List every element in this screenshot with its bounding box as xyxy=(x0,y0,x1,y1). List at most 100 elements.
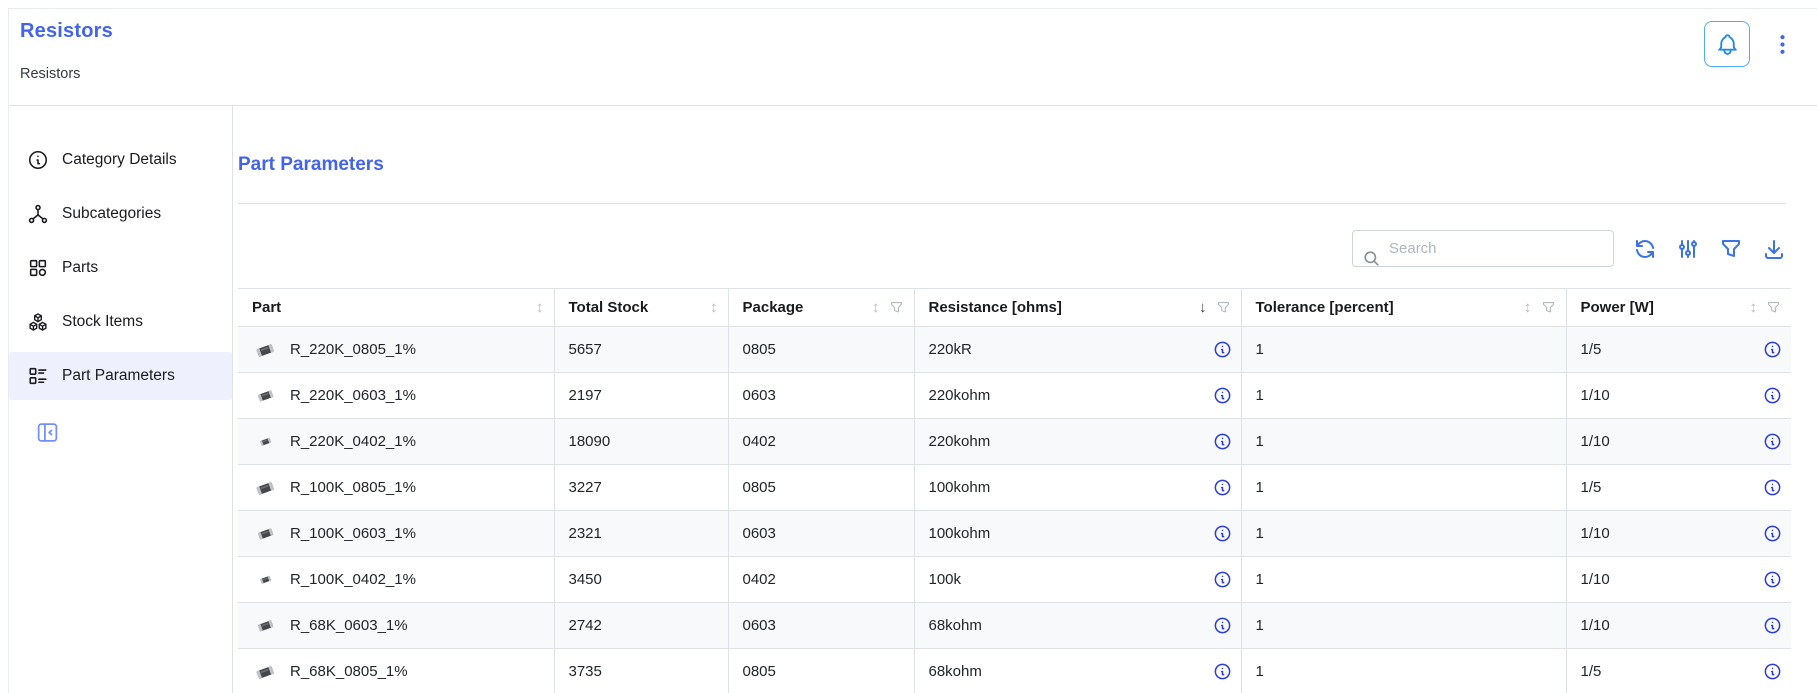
sort-icon[interactable]: ↕ xyxy=(1749,299,1758,316)
table-row[interactable]: R_220K_0402_1% 18090 0402 220kohm 1 1/10 xyxy=(238,418,1791,465)
total-stock-value: 3735 xyxy=(568,663,602,680)
header-actions xyxy=(1704,21,1795,67)
table-row[interactable]: R_220K_0805_1% 5657 0805 220kR 1 1/5 xyxy=(238,326,1791,373)
download-icon xyxy=(1762,237,1786,261)
sort-icon[interactable]: ↕ xyxy=(872,299,880,316)
resistance-info-button[interactable] xyxy=(1213,524,1232,543)
sidebar-item-part-parameters[interactable]: Part Parameters xyxy=(9,352,232,400)
sort-icon[interactable]: ↕ xyxy=(1524,299,1532,316)
resistance-info-button[interactable] xyxy=(1213,616,1232,635)
sort-icon[interactable]: ↕ xyxy=(536,299,544,316)
part-thumbnail xyxy=(252,615,278,636)
overflow-menu-button[interactable] xyxy=(1770,32,1795,57)
resistance-info-button[interactable] xyxy=(1213,478,1232,497)
bell-icon xyxy=(1715,32,1740,57)
search-box xyxy=(1352,230,1614,267)
power-info-button[interactable] xyxy=(1763,570,1782,589)
resistance-info-button[interactable] xyxy=(1213,386,1232,405)
power-info-button[interactable] xyxy=(1763,478,1782,497)
tolerance-value: 1 xyxy=(1255,341,1264,358)
tolerance-value: 1 xyxy=(1255,525,1264,542)
power-value: 1/5 xyxy=(1580,663,1602,680)
column-label: Package xyxy=(742,299,804,316)
part-parameters-table: Part ↕ Total Stock ↕ Package ↕ xyxy=(238,288,1791,693)
column-header-package[interactable]: Package ↕ xyxy=(728,288,915,327)
page-title: Resistors xyxy=(20,20,113,42)
sort-icon[interactable]: ↕ xyxy=(710,299,718,316)
download-button[interactable] xyxy=(1762,237,1786,261)
column-header-total-stock[interactable]: Total Stock ↕ xyxy=(554,288,729,327)
resistance-value: 68kohm xyxy=(928,617,982,634)
power-value: 1/10 xyxy=(1580,433,1610,450)
part-thumbnail xyxy=(252,523,278,544)
column-filter-icon[interactable] xyxy=(1766,300,1781,315)
resistance-info-button[interactable] xyxy=(1213,662,1232,681)
resistance-value: 220kR xyxy=(928,341,972,358)
total-stock-value: 3450 xyxy=(568,571,602,588)
info-circle-icon xyxy=(1213,478,1232,497)
info-circle-icon xyxy=(27,149,49,171)
power-value: 1/5 xyxy=(1580,341,1602,358)
sidebar-item-category-details[interactable]: Category Details xyxy=(9,136,232,184)
sidebar-collapse-button[interactable] xyxy=(35,420,60,445)
filter-button[interactable] xyxy=(1719,237,1743,261)
power-value: 1/10 xyxy=(1580,387,1610,404)
table-row[interactable]: R_68K_0805_1% 3735 0805 68kohm 1 1/5 xyxy=(238,648,1791,693)
breadcrumb[interactable]: Resistors xyxy=(20,66,81,82)
power-info-button[interactable] xyxy=(1763,616,1782,635)
column-header-part[interactable]: Part ↕ xyxy=(238,288,555,327)
package-value: 0603 xyxy=(742,387,776,404)
panel-title: Part Parameters xyxy=(238,154,384,175)
table-row[interactable]: R_100K_0805_1% 3227 0805 100kohm 1 1/5 xyxy=(238,464,1791,511)
total-stock-value: 18090 xyxy=(568,433,611,450)
table-settings-button[interactable] xyxy=(1676,237,1700,261)
power-info-button[interactable] xyxy=(1763,432,1782,451)
column-label: Total Stock xyxy=(568,299,649,316)
column-header-tolerance[interactable]: Tolerance [percent] ↕ xyxy=(1241,288,1567,327)
power-value: 1/10 xyxy=(1580,617,1610,634)
tolerance-value: 1 xyxy=(1255,387,1264,404)
table-row[interactable]: R_220K_0603_1% 2197 0603 220kohm 1 1/10 xyxy=(238,372,1791,419)
power-info-button[interactable] xyxy=(1763,524,1782,543)
info-circle-icon xyxy=(1763,386,1782,405)
total-stock-value: 2197 xyxy=(568,387,602,404)
sidebar-item-label: Subcategories xyxy=(62,205,162,222)
resistance-value: 68kohm xyxy=(928,663,982,680)
app-header: Resistors Resistors xyxy=(9,9,1817,106)
tolerance-value: 1 xyxy=(1255,479,1264,496)
column-filter-icon[interactable] xyxy=(889,300,904,315)
power-info-button[interactable] xyxy=(1763,662,1782,681)
power-info-button[interactable] xyxy=(1763,340,1782,359)
table-row[interactable]: R_68K_0603_1% 2742 0603 68kohm 1 1/10 xyxy=(238,602,1791,649)
resistance-info-button[interactable] xyxy=(1213,570,1232,589)
sidebar-item-parts[interactable]: Parts xyxy=(9,244,232,292)
main-panel: Part Parameters xyxy=(233,106,1817,693)
sort-descending-icon[interactable]: ↓ xyxy=(1199,299,1207,316)
part-name: R_100K_0805_1% xyxy=(290,479,416,496)
package-value: 0805 xyxy=(742,341,776,358)
column-header-resistance[interactable]: Resistance [ohms] ↓ xyxy=(914,288,1242,327)
resistance-info-button[interactable] xyxy=(1213,340,1232,359)
info-circle-icon xyxy=(1763,570,1782,589)
part-name: R_68K_0603_1% xyxy=(290,617,408,634)
notifications-button[interactable] xyxy=(1704,21,1750,67)
sidebar-item-subcategories[interactable]: Subcategories xyxy=(9,190,232,238)
column-filter-icon[interactable] xyxy=(1541,300,1556,315)
column-label: Tolerance [percent] xyxy=(1255,299,1394,316)
table-row[interactable]: R_100K_0402_1% 3450 0402 100k 1 1/10 xyxy=(238,556,1791,603)
refresh-button[interactable] xyxy=(1633,237,1657,261)
power-info-button[interactable] xyxy=(1763,386,1782,405)
search-input[interactable] xyxy=(1353,230,1613,267)
filter-icon xyxy=(1719,237,1743,261)
resistance-value: 100kohm xyxy=(928,479,991,496)
column-filter-icon[interactable] xyxy=(1216,300,1231,315)
sidebar-item-stock-items[interactable]: Stock Items xyxy=(9,298,232,346)
resistance-value: 100k xyxy=(928,571,962,588)
packages-icon xyxy=(27,311,49,333)
resistance-info-button[interactable] xyxy=(1213,432,1232,451)
tolerance-value: 1 xyxy=(1255,433,1264,450)
panel-divider xyxy=(238,203,1786,204)
column-header-power[interactable]: Power [W] ↕ xyxy=(1566,288,1791,327)
info-circle-icon xyxy=(1213,386,1232,405)
table-row[interactable]: R_100K_0603_1% 2321 0603 100kohm 1 1/10 xyxy=(238,510,1791,557)
